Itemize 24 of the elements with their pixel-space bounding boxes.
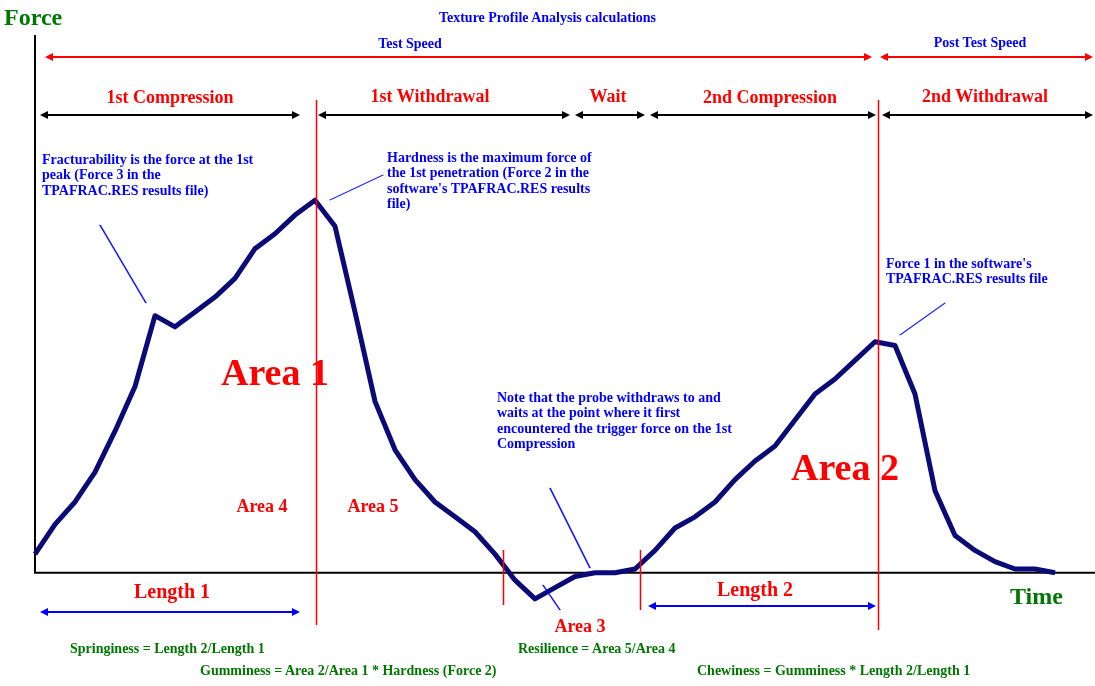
annotation: Hardness is the maximum force of the 1st penetration (Force 2 in the software's TPAFRAC.RES results file) bbox=[387, 150, 593, 212]
annotation: Note that the probe withdraws to and waits at the point where it first encountered the trigger force on the 1st Compression bbox=[497, 390, 732, 452]
annotation: Area 5 bbox=[347, 496, 399, 517]
x-axis-title: Time bbox=[1010, 583, 1063, 610]
text: 1st Withdrawal bbox=[370, 86, 490, 107]
annotation: Area 4 bbox=[236, 496, 288, 517]
text: Wait bbox=[589, 86, 627, 107]
annotation: Length 2 bbox=[716, 578, 794, 600]
chart-title: Texture Profile Analysis calculations bbox=[438, 10, 657, 25]
text: 1st Compression bbox=[106, 87, 234, 108]
annotation: Force 1 in the software's TPAFRAC.RES results file bbox=[886, 256, 1049, 287]
text: Fracturability is the force at the 1st peak (Force 3 in the TPAFRAC.RES results file) bbox=[42, 152, 255, 199]
annotation: Length 1 bbox=[133, 580, 211, 602]
text: 2nd Compression bbox=[702, 87, 838, 108]
text: Springiness = Length 2/Length 1 bbox=[70, 641, 265, 657]
text: Area 3 bbox=[554, 616, 606, 637]
text: Test Speed bbox=[378, 36, 442, 52]
text: Chewiness = Gumminess * Length 2/Length 1 bbox=[697, 663, 971, 679]
text: Gumminess = Area 2/Area 1 * Hardness (Force 2) bbox=[200, 663, 497, 679]
text: Force bbox=[4, 4, 63, 31]
text: Post Test Speed bbox=[933, 35, 1027, 51]
text: 2nd Withdrawal bbox=[922, 86, 1048, 107]
text: Resilience = Area 5/Area 4 bbox=[518, 641, 676, 657]
annotation: Area 2 bbox=[791, 446, 899, 489]
